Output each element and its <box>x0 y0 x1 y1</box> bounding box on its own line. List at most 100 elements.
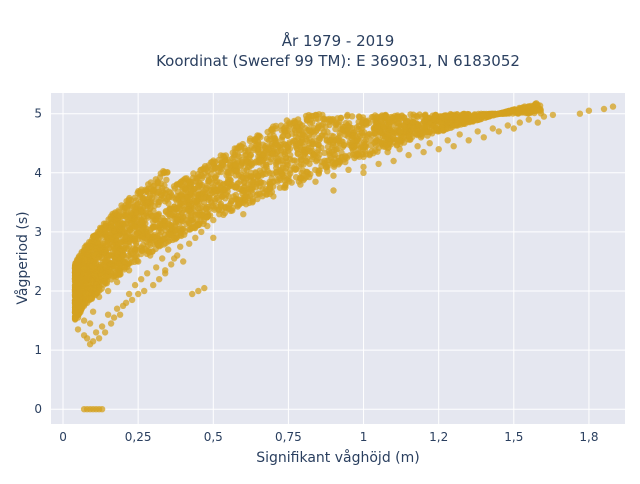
data-point <box>332 125 339 133</box>
data-point <box>495 128 502 135</box>
data-point <box>149 218 157 225</box>
data-point <box>139 233 146 240</box>
data-point <box>188 191 196 198</box>
data-point <box>118 226 125 234</box>
data-point <box>430 116 438 123</box>
data-point <box>91 265 98 272</box>
data-point <box>94 289 101 296</box>
data-point <box>83 264 90 271</box>
data-point <box>410 118 417 126</box>
data-point <box>267 126 275 133</box>
data-point <box>132 252 139 260</box>
y-tick-label: 4 <box>34 166 42 180</box>
data-point <box>121 264 128 271</box>
data-point <box>374 124 381 132</box>
data-point <box>332 160 339 167</box>
data-point <box>194 191 201 199</box>
y-axis-label: Vågperiod (s) <box>14 211 31 304</box>
data-point <box>313 158 320 165</box>
data-point <box>446 118 453 125</box>
data-point <box>80 317 88 324</box>
data-point <box>426 140 433 147</box>
data-point <box>141 287 148 295</box>
x-axis-ticks: 0 0,25 0,5 0,75 1 1,2 1,5 1,8 <box>59 430 598 444</box>
data-point <box>104 287 112 295</box>
data-point <box>221 209 229 217</box>
data-point <box>126 243 133 250</box>
data-point <box>138 207 145 215</box>
data-point <box>315 170 322 177</box>
data-point <box>147 241 154 248</box>
data-point <box>454 117 462 125</box>
data-point <box>585 107 593 114</box>
data-point <box>135 216 142 224</box>
data-point <box>600 105 608 113</box>
data-point <box>278 136 285 143</box>
data-point <box>203 205 210 213</box>
data-point <box>103 268 110 276</box>
data-point <box>178 232 185 240</box>
data-point <box>89 338 97 345</box>
data-point <box>218 159 225 166</box>
data-point <box>269 150 276 157</box>
data-point <box>92 329 100 336</box>
data-point <box>405 151 412 159</box>
data-point <box>334 145 341 153</box>
data-point <box>131 238 138 245</box>
data-point <box>110 314 118 321</box>
data-point <box>172 223 179 230</box>
data-point <box>166 237 173 244</box>
data-point <box>237 143 244 150</box>
data-point <box>330 172 337 179</box>
data-point <box>74 326 82 333</box>
data-point <box>395 119 402 127</box>
data-point <box>143 229 150 236</box>
data-point <box>484 113 492 120</box>
data-point <box>480 134 487 141</box>
data-point <box>165 231 172 239</box>
data-point <box>243 193 250 200</box>
data-point <box>96 266 104 273</box>
data-point <box>288 179 295 186</box>
data-point <box>125 290 133 298</box>
data-point <box>75 303 83 310</box>
data-point <box>195 287 202 295</box>
data-point <box>153 264 160 271</box>
data-point <box>516 119 523 126</box>
data-point <box>192 197 200 205</box>
data-point <box>162 267 169 274</box>
data-point <box>504 122 511 129</box>
data-point <box>157 242 164 249</box>
data-point <box>90 233 97 240</box>
data-point <box>344 111 351 119</box>
data-point <box>113 241 120 248</box>
data-point <box>211 206 218 213</box>
data-point <box>144 270 151 277</box>
data-point <box>523 108 531 115</box>
data-point <box>305 145 312 152</box>
x-tick-label: 1,5 <box>504 430 523 444</box>
data-point <box>435 146 442 153</box>
data-point <box>171 255 178 262</box>
y-tick-label: 1 <box>34 343 42 357</box>
data-point <box>254 172 261 179</box>
y-tick-label: 0 <box>34 402 42 416</box>
data-point <box>142 188 149 196</box>
data-point <box>385 116 392 123</box>
data-point <box>86 295 93 303</box>
data-point <box>576 110 584 117</box>
data-point <box>256 191 263 198</box>
data-point <box>246 199 253 207</box>
data-point <box>286 122 293 129</box>
data-point <box>197 212 204 219</box>
data-point <box>348 135 355 142</box>
x-tick-label: 0,5 <box>204 430 223 444</box>
data-point <box>74 268 81 275</box>
data-point <box>210 216 217 224</box>
data-point <box>549 111 557 119</box>
data-point <box>101 278 108 286</box>
data-point <box>193 222 201 229</box>
data-point <box>215 186 223 194</box>
data-point <box>323 137 330 144</box>
